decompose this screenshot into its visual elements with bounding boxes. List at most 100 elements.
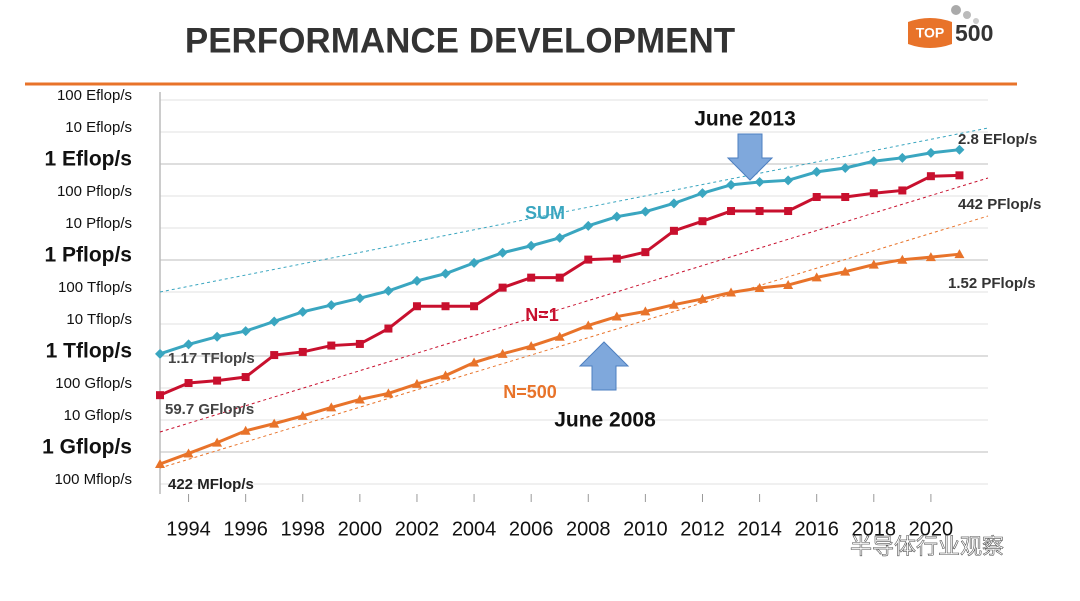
y-tick-label: 10 Tflop/s bbox=[66, 311, 132, 328]
end-label: 2.8 EFlop/s bbox=[958, 131, 1037, 148]
marker bbox=[697, 293, 708, 303]
annotation: June 2013 bbox=[694, 108, 796, 131]
y-tick-label: 100 Mflop/s bbox=[54, 471, 132, 488]
series-line bbox=[159, 252, 960, 466]
marker bbox=[726, 287, 737, 297]
marker bbox=[470, 302, 479, 311]
x-tick-label: 1996 bbox=[223, 518, 268, 540]
x-tick-label: 2012 bbox=[680, 518, 725, 540]
marker bbox=[754, 176, 765, 187]
chart-title: PERFORMANCE DEVELOPMENT bbox=[185, 21, 735, 60]
marker bbox=[612, 254, 621, 263]
marker bbox=[183, 339, 194, 350]
marker bbox=[355, 339, 364, 348]
marker bbox=[897, 152, 908, 163]
marker bbox=[213, 376, 222, 385]
marker bbox=[212, 331, 223, 342]
marker bbox=[469, 357, 480, 367]
marker bbox=[812, 193, 821, 202]
marker bbox=[411, 275, 422, 286]
marker bbox=[697, 188, 708, 199]
x-tick-label: 2018 bbox=[852, 518, 897, 540]
x-tick-label: 2010 bbox=[623, 518, 668, 540]
marker bbox=[840, 163, 851, 174]
end-label: 1.52 PFlop/s bbox=[948, 275, 1036, 292]
y-tick-label: 100 Gflop/s bbox=[55, 375, 132, 392]
y-tick-label: 100 Eflop/s bbox=[57, 87, 132, 104]
marker bbox=[441, 302, 450, 311]
x-tick-label: 1998 bbox=[281, 518, 326, 540]
x-tick-label: 2008 bbox=[566, 518, 611, 540]
marker bbox=[440, 268, 451, 279]
series-line bbox=[159, 148, 960, 356]
marker bbox=[925, 147, 936, 158]
x-tick-label: 1994 bbox=[166, 518, 211, 540]
marker bbox=[783, 175, 794, 186]
marker bbox=[583, 220, 594, 231]
marker bbox=[811, 166, 822, 177]
marker bbox=[297, 410, 308, 420]
y-tick-label: 10 Gflop/s bbox=[64, 407, 132, 424]
logo: TOP 500 bbox=[908, 5, 993, 48]
marker bbox=[354, 293, 365, 304]
logo-dot bbox=[951, 5, 961, 15]
trend-line bbox=[159, 215, 989, 469]
watermark: 半导体行业观察 bbox=[850, 534, 1004, 559]
marker bbox=[270, 351, 279, 360]
y-tick-label: 10 Eflop/s bbox=[65, 119, 132, 136]
marker bbox=[955, 171, 964, 180]
logo-top: TOP bbox=[916, 25, 945, 41]
marker bbox=[326, 300, 337, 311]
marker bbox=[155, 458, 165, 468]
logo-badge bbox=[908, 18, 952, 48]
marker bbox=[298, 347, 307, 356]
marker bbox=[668, 299, 679, 309]
marker bbox=[726, 179, 737, 190]
marker bbox=[754, 283, 765, 293]
x-tick-label: 2006 bbox=[509, 518, 554, 540]
marker bbox=[727, 207, 736, 216]
x-tick-label: 2014 bbox=[737, 518, 782, 540]
marker bbox=[868, 259, 879, 269]
x-tick-label: 2004 bbox=[452, 518, 497, 540]
arrow-down bbox=[726, 133, 774, 181]
marker bbox=[869, 189, 878, 198]
marker bbox=[240, 326, 251, 337]
marker bbox=[498, 283, 507, 292]
marker bbox=[383, 285, 394, 296]
marker bbox=[411, 378, 422, 388]
marker bbox=[497, 247, 508, 258]
y-tick-label: 10 Pflop/s bbox=[65, 215, 132, 232]
y-tick-label: 1 Gflop/s bbox=[42, 436, 132, 459]
series-label: N=1 bbox=[525, 305, 559, 325]
series-label: N=500 bbox=[503, 382, 557, 402]
marker bbox=[183, 448, 194, 458]
marker bbox=[755, 207, 764, 216]
marker bbox=[269, 418, 280, 428]
marker bbox=[327, 341, 336, 350]
marker bbox=[527, 273, 536, 282]
marker bbox=[641, 248, 650, 257]
y-tick-label: 100 Tflop/s bbox=[58, 279, 132, 296]
marker bbox=[383, 388, 394, 398]
marker bbox=[669, 226, 678, 235]
marker bbox=[840, 266, 851, 276]
marker bbox=[384, 324, 393, 333]
marker bbox=[611, 211, 622, 222]
plot: 100 Mflop/s 1 Gflop/s 10 Gflop/s 100 Gflop/… bbox=[42, 87, 988, 540]
marker bbox=[925, 252, 936, 262]
x-tick-label: 2020 bbox=[909, 518, 954, 540]
marker bbox=[241, 373, 250, 382]
marker bbox=[926, 172, 935, 181]
marker bbox=[898, 186, 907, 195]
end-label: 442 PFlop/s bbox=[958, 196, 1041, 213]
marker bbox=[240, 425, 251, 435]
annotation: June 2008 bbox=[554, 409, 656, 432]
marker bbox=[526, 240, 537, 251]
y-tick-label: 1 Pflop/s bbox=[44, 244, 132, 267]
marker bbox=[155, 348, 165, 359]
marker bbox=[611, 311, 622, 321]
marker bbox=[640, 206, 651, 217]
marker bbox=[184, 379, 193, 388]
